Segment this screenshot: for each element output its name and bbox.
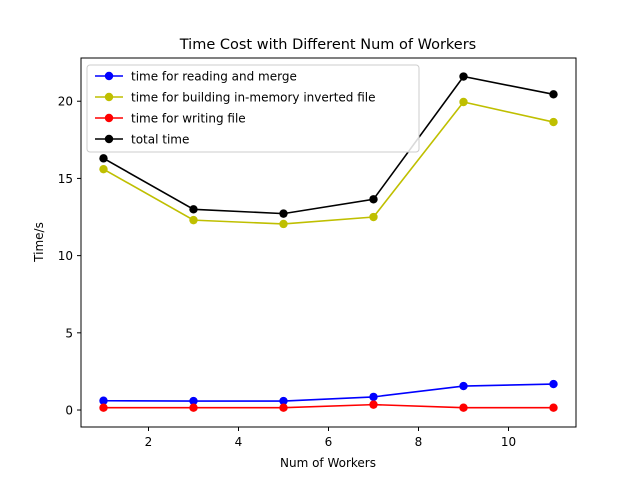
data-point <box>369 392 378 402</box>
data-point <box>189 396 198 406</box>
data-point <box>189 403 198 412</box>
y-tick-label: 20 <box>58 95 73 109</box>
legend-label: time for building in-memory inverted fil… <box>131 91 376 105</box>
data-point <box>99 403 108 412</box>
y-tick-label: 15 <box>58 172 73 186</box>
data-point <box>549 403 558 412</box>
data-point <box>99 154 108 163</box>
data-point <box>189 205 198 214</box>
series-1 <box>99 97 558 229</box>
legend-label: time for writing file <box>131 112 246 126</box>
series-line <box>103 403 554 409</box>
data-point <box>279 396 288 406</box>
plot-area <box>99 72 558 412</box>
data-point <box>369 400 378 409</box>
legend-box <box>86 64 420 153</box>
data-point <box>369 212 378 222</box>
series-line <box>103 383 554 402</box>
x-tick-label: 10 <box>501 435 516 449</box>
legend-label: total time <box>131 133 189 147</box>
data-point <box>459 381 468 391</box>
y-tick-label: 5 <box>65 326 73 340</box>
series-0 <box>99 379 558 406</box>
x-tick-label: 2 <box>145 435 153 449</box>
data-point <box>99 164 108 174</box>
legend-item: time for building in-memory inverted fil… <box>95 91 376 105</box>
y-axis: 0 5 10 15 20 <box>58 95 81 418</box>
legend-item: time for writing file <box>95 112 246 126</box>
series-3 <box>99 72 558 218</box>
legend-item: time for reading and merge <box>95 70 297 84</box>
legend-swatch-marker <box>104 92 114 102</box>
legend-swatch-marker <box>104 134 114 144</box>
x-tick-label: 6 <box>325 435 333 449</box>
legend-swatch-marker <box>104 113 114 123</box>
x-tick-label: 4 <box>235 435 243 449</box>
series-line <box>103 75 554 215</box>
data-point <box>549 90 558 99</box>
data-point <box>549 379 558 389</box>
data-point <box>459 97 468 107</box>
y-tick-label: 0 <box>65 404 73 418</box>
data-point <box>99 396 108 405</box>
data-point <box>549 117 558 127</box>
data-point <box>369 195 378 204</box>
x-axis-label: Num of Workers <box>280 456 376 470</box>
y-tick-label: 10 <box>58 249 73 263</box>
chart-title: Time Cost with Different Num of Workers <box>179 37 476 53</box>
series-line <box>103 101 554 225</box>
data-point <box>279 403 288 412</box>
x-tick-label: 8 <box>415 435 423 449</box>
legend: time for reading and merge time for build… <box>86 64 420 153</box>
data-point <box>459 72 468 81</box>
data-point <box>279 219 288 229</box>
data-point <box>189 215 198 225</box>
legend-item: total time <box>95 133 189 147</box>
x-axis: 2 4 6 8 10 <box>145 427 516 449</box>
data-point <box>459 403 468 412</box>
data-point <box>279 209 288 218</box>
legend-label: time for reading and merge <box>131 70 297 84</box>
legend-swatch-marker <box>104 71 114 81</box>
y-axis-label: Time/s <box>32 222 46 263</box>
series-2 <box>99 400 558 412</box>
